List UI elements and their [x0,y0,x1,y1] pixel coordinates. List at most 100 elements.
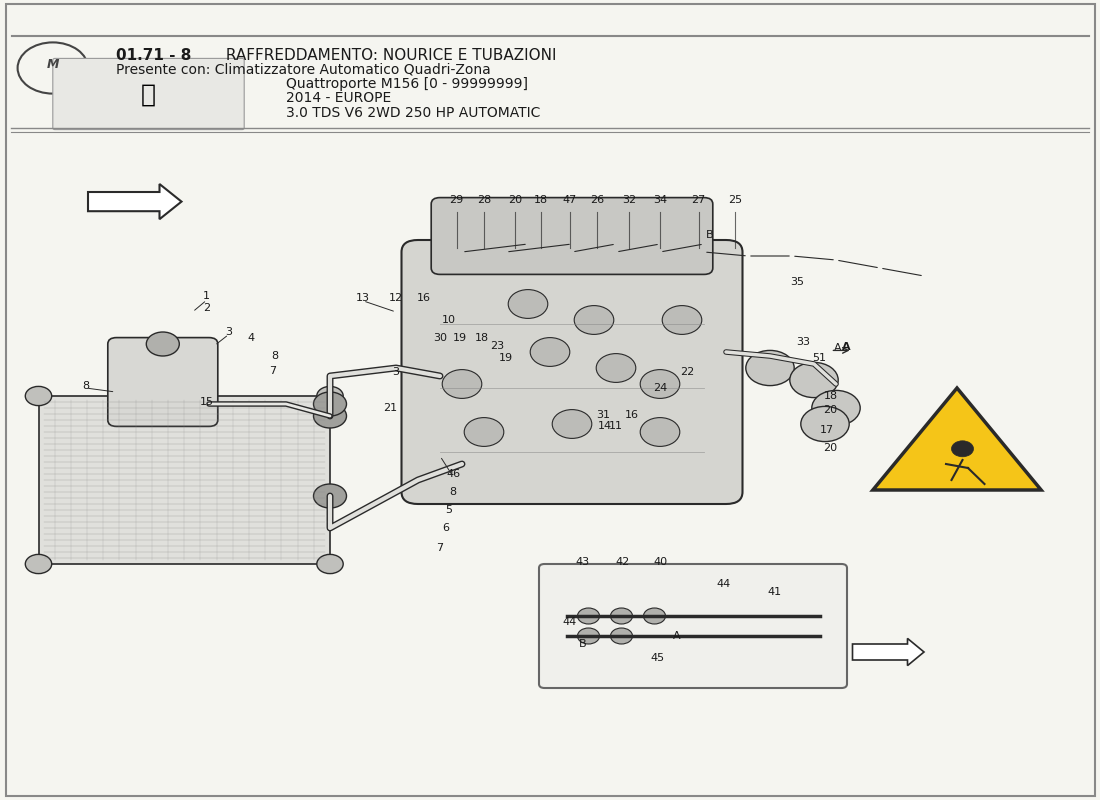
Text: 28: 28 [477,195,491,205]
Circle shape [790,362,838,398]
Circle shape [464,418,504,446]
Text: 16: 16 [625,410,638,420]
Text: 40: 40 [653,557,667,566]
Text: 26: 26 [591,195,604,205]
Text: 18: 18 [475,333,488,342]
Polygon shape [873,388,1042,490]
Circle shape [314,484,346,508]
Text: 19: 19 [499,354,513,363]
Text: 4: 4 [248,333,254,342]
Text: 25: 25 [728,195,741,205]
Text: 16: 16 [417,293,430,302]
Circle shape [314,404,346,428]
Circle shape [610,608,632,624]
Circle shape [640,370,680,398]
Text: B: B [706,230,713,240]
Text: 35: 35 [791,277,804,286]
Circle shape [662,306,702,334]
Text: 19: 19 [453,333,466,342]
Bar [39,396,330,564]
FancyBboxPatch shape [539,564,847,688]
FancyBboxPatch shape [53,58,244,130]
Text: 45: 45 [651,653,664,662]
Text: 31: 31 [596,410,609,420]
Text: 6: 6 [442,523,449,533]
Text: 7: 7 [270,366,276,376]
Text: 41: 41 [768,587,781,597]
Text: 3.0 TDS V6 2WD 250 HP AUTOMATIC: 3.0 TDS V6 2WD 250 HP AUTOMATIC [286,106,540,119]
Text: B: B [580,639,586,649]
FancyBboxPatch shape [108,338,218,426]
Text: A: A [842,342,850,352]
Circle shape [317,386,343,406]
Circle shape [508,290,548,318]
Text: 2: 2 [204,303,210,313]
Text: 20: 20 [508,195,521,205]
Text: 14: 14 [598,421,612,430]
Text: 20: 20 [824,443,837,453]
Text: 21: 21 [384,403,397,413]
Text: 33: 33 [796,337,810,346]
Text: 8: 8 [272,351,278,361]
Text: 46: 46 [447,469,460,478]
Text: 🚗: 🚗 [141,82,156,106]
FancyBboxPatch shape [431,198,713,274]
Text: Quattroporte M156 [0 - 99999999]: Quattroporte M156 [0 - 99999999] [286,77,528,90]
Circle shape [596,354,636,382]
Text: 8: 8 [450,487,456,497]
Text: 29: 29 [450,195,463,205]
Text: 5: 5 [446,506,452,515]
Circle shape [574,306,614,334]
Circle shape [610,628,632,644]
Circle shape [146,332,179,356]
Text: 44: 44 [717,579,730,589]
Polygon shape [852,638,924,666]
Text: 2014 - EUROPE: 2014 - EUROPE [286,91,392,106]
Text: 13: 13 [356,293,370,302]
Circle shape [746,350,794,386]
Circle shape [25,386,52,406]
Circle shape [578,628,600,644]
Text: 27: 27 [692,195,705,205]
Text: 3: 3 [393,367,399,377]
Text: Presente con: Climatizzatore Automatico Quadri-Zona: Presente con: Climatizzatore Automatico … [116,62,491,76]
Text: A: A [835,343,842,353]
Text: 18: 18 [824,391,837,401]
Text: 22: 22 [681,367,694,377]
Circle shape [552,410,592,438]
Text: 24: 24 [653,383,667,393]
Circle shape [530,338,570,366]
Text: M: M [46,58,59,70]
Circle shape [812,390,860,426]
Circle shape [578,608,600,624]
Text: 18: 18 [535,195,548,205]
Circle shape [952,441,974,457]
Text: 47: 47 [563,195,576,205]
Text: 17: 17 [821,426,834,435]
Circle shape [801,406,849,442]
Circle shape [640,418,680,446]
Circle shape [25,554,52,574]
Circle shape [644,608,666,624]
Text: 51: 51 [813,353,826,362]
Text: 23: 23 [491,341,504,350]
Text: 20: 20 [824,405,837,414]
Circle shape [317,554,343,574]
Text: 34: 34 [653,195,667,205]
Text: 7: 7 [437,543,443,553]
Polygon shape [88,184,182,219]
Circle shape [442,370,482,398]
Text: 32: 32 [623,195,636,205]
Text: 11: 11 [609,421,623,430]
Circle shape [314,392,346,416]
Text: 8: 8 [82,381,89,390]
Text: 15: 15 [200,397,213,406]
Text: 44: 44 [563,618,576,627]
FancyBboxPatch shape [402,240,742,504]
Text: 3: 3 [226,327,232,337]
Text: 12: 12 [389,293,403,302]
Text: 01.71 - 8: 01.71 - 8 [116,48,191,63]
Text: A: A [673,631,680,641]
Text: RAFFREDDAMENTO: NOURICE E TUBAZIONI: RAFFREDDAMENTO: NOURICE E TUBAZIONI [221,48,557,63]
Text: 10: 10 [442,315,455,325]
